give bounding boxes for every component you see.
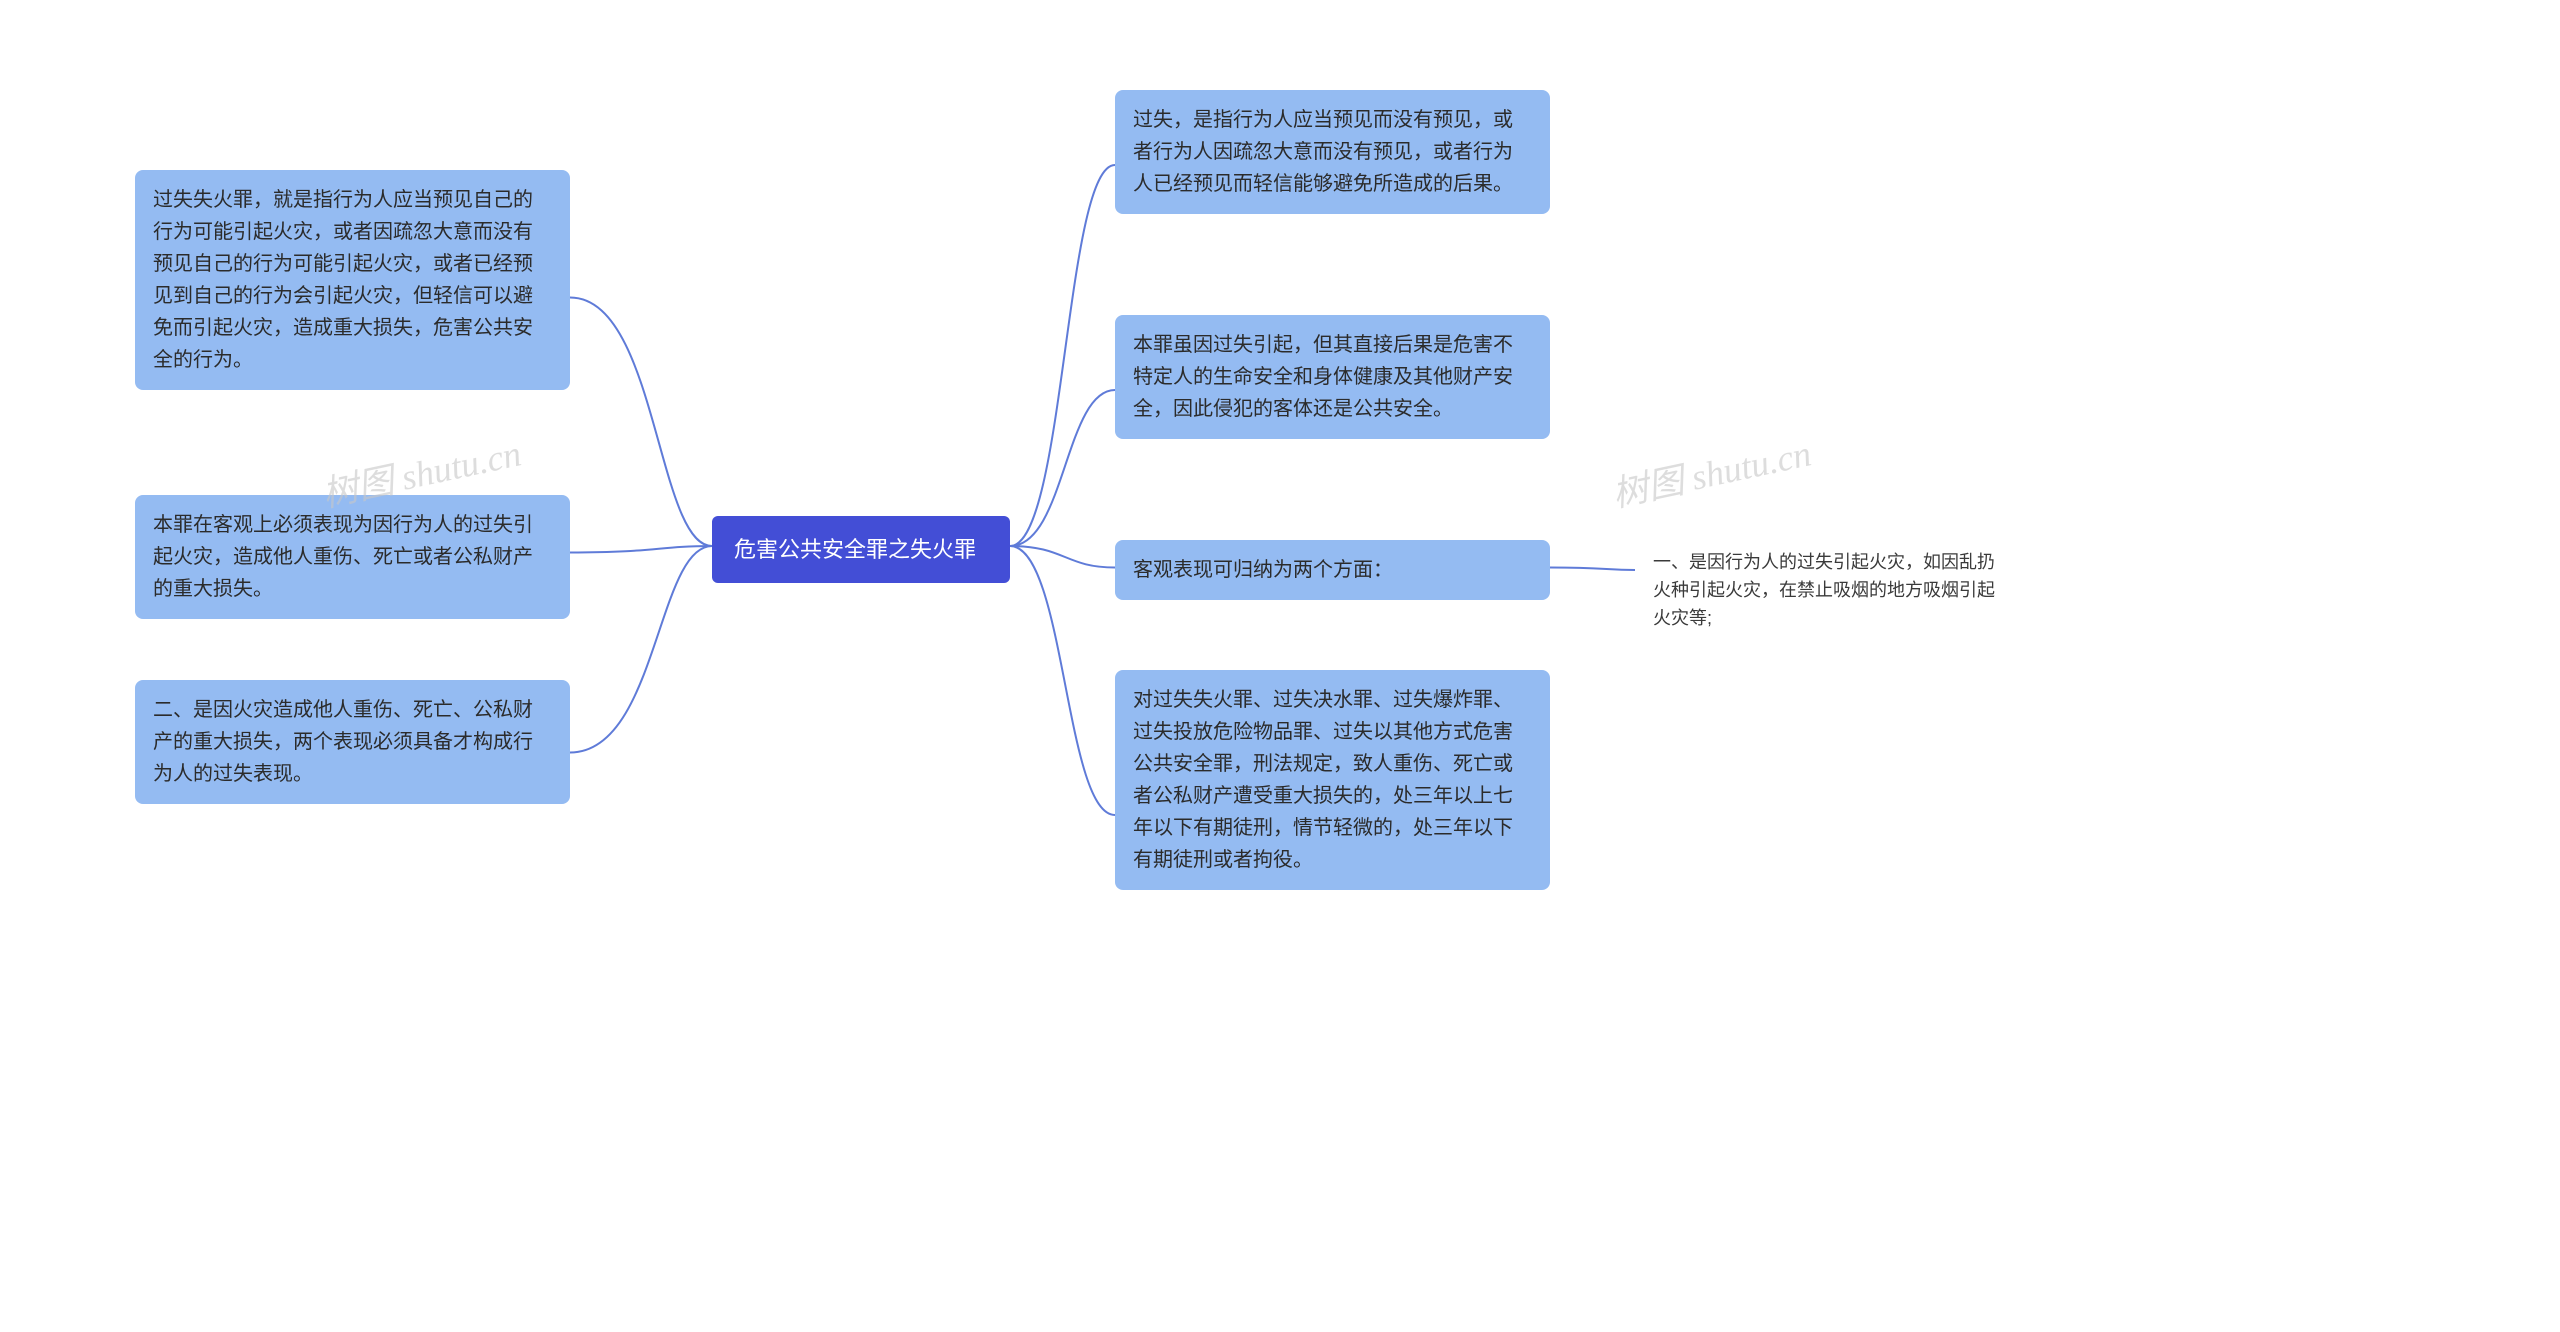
right-node-3-leaf: 一、是因行为人的过失引起火灾，如因乱扔火种引起火灾，在禁止吸烟的地方吸烟引起火灾… — [1635, 535, 2015, 647]
right-node-3[interactable]: 客观表现可归纳为两个方面： — [1115, 540, 1550, 600]
watermark-2: 树图 shutu.cn — [1607, 425, 1815, 518]
left-node-1[interactable]: 过失失火罪，就是指行为人应当预见自己的行为可能引起火灾，或者因疏忽大意而没有预见… — [135, 170, 570, 390]
left-node-3[interactable]: 二、是因火灾造成他人重伤、死亡、公私财产的重大损失，两个表现必须具备才构成行为人… — [135, 680, 570, 804]
right-node-4[interactable]: 对过失失火罪、过失决水罪、过失爆炸罪、过失投放危险物品罪、过失以其他方式危害公共… — [1115, 670, 1550, 890]
root-node[interactable]: 危害公共安全罪之失火罪 — [712, 516, 1010, 583]
right-node-1[interactable]: 过失，是指行为人应当预见而没有预见，或者行为人因疏忽大意而没有预见，或者行为人已… — [1115, 90, 1550, 214]
right-node-2[interactable]: 本罪虽因过失引起，但其直接后果是危害不特定人的生命安全和身体健康及其他财产安全，… — [1115, 315, 1550, 439]
left-node-2[interactable]: 本罪在客观上必须表现为因行为人的过失引起火灾，造成他人重伤、死亡或者公私财产的重… — [135, 495, 570, 619]
mindmap-canvas: 危害公共安全罪之失火罪 过失失火罪，就是指行为人应当预见自己的行为可能引起火灾，… — [0, 0, 2560, 1332]
